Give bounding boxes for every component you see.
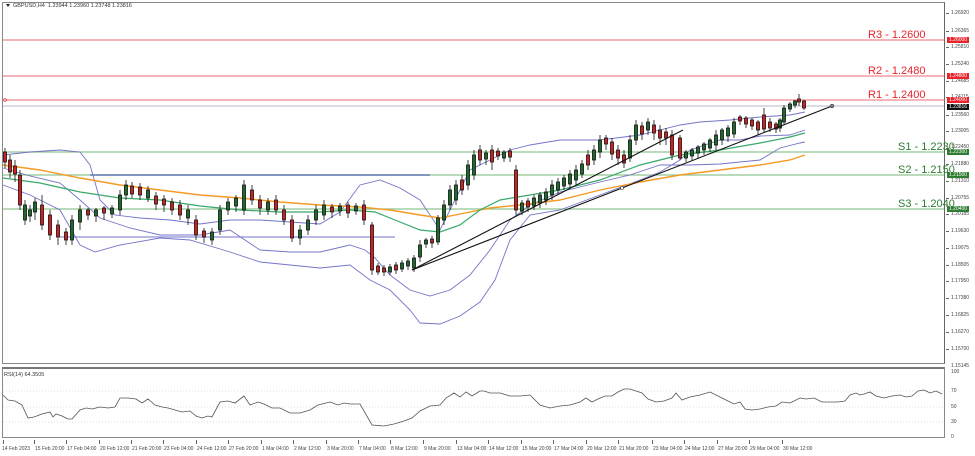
level-label-r1: R1 - 1.2400	[868, 89, 926, 101]
r3-price-badge: 1.26000	[947, 37, 970, 43]
y-label: 1.23560	[951, 112, 970, 118]
s2-price-badge: 1.21500	[947, 172, 970, 178]
x-label: 15 Feb 20:00	[35, 446, 65, 452]
bollinger-bands	[2, 111, 806, 325]
price-axis[interactable]: 1.26920 1.26365 1.25810 1.25240 1.24685 …	[946, 0, 975, 456]
x-label: 17 Mar 04:00	[554, 446, 584, 452]
y-label: 1.16825	[951, 312, 970, 318]
y-label: 1.20755	[951, 195, 970, 201]
y-label: 1.25810	[951, 44, 970, 50]
y-label: 1.26920	[951, 10, 970, 16]
x-label: 24 Mar 12:00	[685, 446, 715, 452]
x-label: 24 Feb 12:00	[197, 446, 227, 452]
y-label: 1.20185	[951, 211, 970, 217]
rsi-label-100: 100	[951, 369, 960, 375]
price-chart-pane[interactable]	[2, 2, 945, 364]
x-label: 23 Mar 04:00	[653, 446, 683, 452]
ohlc-values: 1.23944 1.23960 1.23748 1.23816	[47, 3, 132, 9]
trendlines	[3, 98, 835, 271]
rsi-top-value: 1.15145	[951, 363, 970, 369]
moving-average-orange	[2, 154, 806, 219]
x-label: 20 Mar 12:00	[587, 446, 617, 452]
y-label: 1.25240	[951, 61, 970, 67]
rsi-label-50: 50	[951, 404, 957, 410]
x-label: 8 Mar 12:00	[391, 446, 418, 452]
rsi-label-0: 0	[951, 434, 954, 440]
rsi-label: RSI(14) 64.3505	[4, 372, 45, 378]
y-label: 1.21880	[951, 161, 970, 167]
x-label: 27 Mar 20:00	[718, 446, 748, 452]
y-label: 1.23005	[951, 128, 970, 134]
r2-price-badge: 1.24800	[947, 73, 970, 79]
x-label: 9 Mar 20:00	[424, 446, 451, 452]
level-label-s2: S2 - 1.2150	[898, 164, 955, 176]
y-label: 1.16270	[951, 329, 970, 335]
y-label: 1.24685	[951, 78, 970, 84]
resistance-lines	[3, 39, 944, 107]
y-label: 1.21310	[951, 178, 970, 184]
y-label: 1.17950	[951, 278, 970, 284]
x-label: 14 Feb 2023	[2, 446, 31, 452]
collapse-triangle-icon[interactable]	[6, 4, 10, 8]
y-label: 1.26365	[951, 28, 970, 34]
level-label-r2: R2 - 1.2480	[868, 65, 926, 77]
x-label: 17 Feb 04:00	[67, 446, 97, 452]
level-label-s3: S3 - 1.2040	[898, 198, 955, 210]
x-label: 21 Feb 20:00	[132, 446, 162, 452]
x-label: 14 Mar 12:00	[489, 446, 519, 452]
s1-price-badge: 1.22300	[947, 149, 970, 155]
y-label: 1.17380	[951, 295, 970, 301]
x-label: 2 Mar 12:00	[294, 446, 321, 452]
y-label: 1.19630	[951, 228, 970, 234]
level-label-r3: R3 - 1.2600	[868, 29, 926, 41]
x-label: 15 Mar 20:00	[522, 446, 552, 452]
time-axis[interactable]: 14 Feb 2023 15 Feb 20:00 17 Feb 04:00 20…	[0, 440, 946, 456]
x-label: 1 Mar 04:00	[262, 446, 289, 452]
y-label: 1.18505	[951, 262, 970, 268]
rsi-indicator-pane[interactable]	[2, 367, 945, 438]
symbol-timeframe: GBPUSD,H4	[13, 3, 45, 9]
rsi-label-70: 70	[951, 388, 957, 394]
x-label: 13 Mar 04:00	[457, 446, 487, 452]
x-label: 20 Feb 12:00	[100, 446, 130, 452]
rsi-label-30: 30	[951, 419, 957, 425]
current-price-badge: 1.23816	[947, 104, 970, 110]
x-label: 29 Mar 04:00	[750, 446, 780, 452]
x-label: 21 Mar 20:00	[619, 446, 649, 452]
x-label: 3 Mar 20:00	[327, 446, 354, 452]
y-label: 1.19075	[951, 245, 970, 251]
chart-window[interactable]: GBPUSD,H4 1.23944 1.23960 1.23748 1.2381…	[0, 0, 955, 456]
r1-price-badge: 1.24000	[947, 97, 970, 103]
range-lines	[60, 174, 430, 238]
moving-average-green	[2, 132, 806, 233]
candlesticks	[3, 94, 806, 276]
s3-price-badge: 1.20400	[947, 206, 970, 212]
y-label: 1.15700	[951, 346, 970, 352]
x-label: 27 Feb 20:00	[229, 446, 259, 452]
x-label: 7 Mar 04:00	[359, 446, 386, 452]
rsi-chart	[2, 388, 944, 427]
x-label: 30 Mar 12:00	[783, 446, 813, 452]
x-label: 23 Feb 04:00	[164, 446, 194, 452]
chart-canvas	[2, 39, 944, 427]
level-label-s1: S1 - 1.2230	[898, 141, 955, 153]
chart-header: GBPUSD,H4 1.23944 1.23960 1.23748 1.2381…	[6, 3, 132, 9]
y-label: 1.22450	[951, 144, 970, 150]
